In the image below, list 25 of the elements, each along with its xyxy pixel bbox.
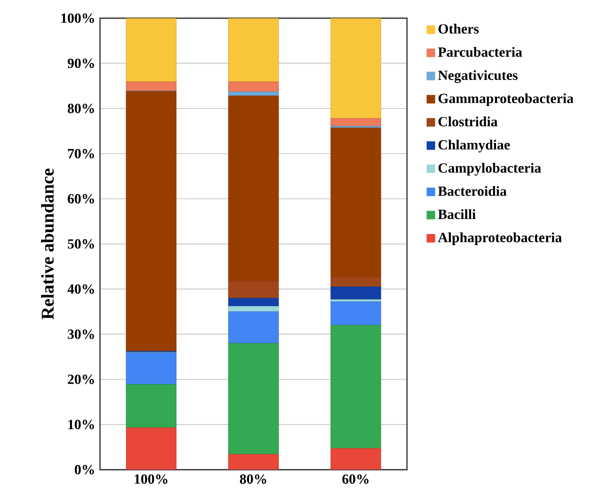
legend-label: Others	[438, 24, 479, 34]
legend-label: Negativicutes	[438, 70, 518, 83]
y-tick-label: 90%	[68, 58, 94, 68]
legend-label: Alphaproteobacteria	[438, 232, 562, 246]
y-tick-label: 10%	[68, 420, 94, 430]
y-tick-label: 70%	[68, 148, 94, 158]
y-tick-label: 100%	[61, 13, 94, 23]
legend-label: Gammaproteobacteria	[438, 93, 574, 106]
x-tick-label: 60%	[342, 474, 368, 484]
legend-label: Chlamydiae	[438, 140, 510, 152]
legend-label: Campylobacteria	[438, 162, 542, 176]
y-axis-title: Relative abundance	[41, 168, 54, 320]
y-tick-label: 60%	[68, 194, 94, 204]
x-tick-label: 100%	[134, 474, 168, 484]
y-tick-label: 50%	[68, 239, 94, 249]
x-tick-label: 80%	[240, 474, 266, 484]
legend-label: Parcubacteria	[438, 46, 522, 57]
y-tick-label: 40%	[67, 284, 94, 294]
legend-label: Clostridia	[438, 116, 498, 126]
y-tick-label: 20%	[68, 374, 94, 384]
y-tick-label: 30%	[68, 329, 94, 339]
y-tick-label: 0%	[74, 464, 94, 474]
legend-label: Bacteroidia	[438, 186, 507, 196]
legend-label: Bacilli	[438, 209, 476, 220]
y-tick-label: 80%	[68, 104, 94, 114]
